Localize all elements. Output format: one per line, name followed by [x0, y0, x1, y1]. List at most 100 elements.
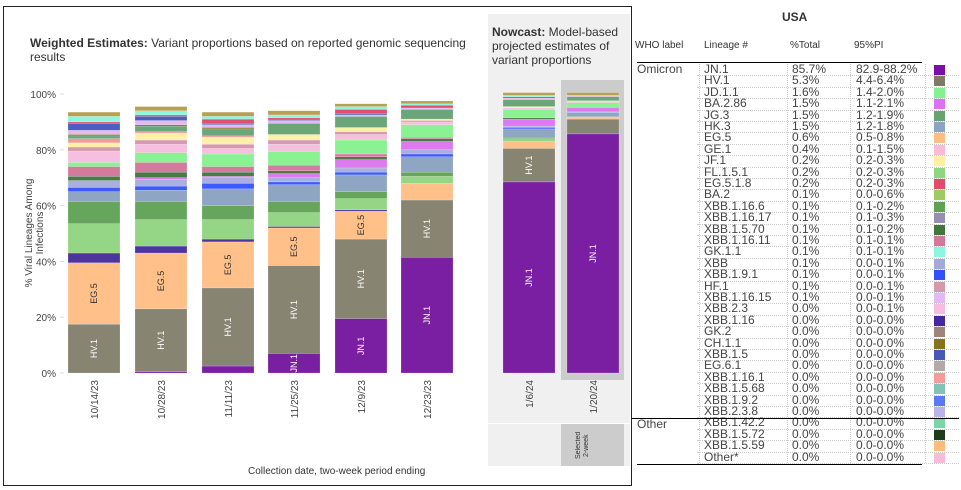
cell-lineage: XBB.2.3 — [704, 301, 749, 316]
bar-segment-xbb — [400, 149, 454, 155]
table-row[interactable]: XBB.1.5.72 0.0% 0.0-0.0% — [632, 426, 959, 441]
color-swatch — [934, 293, 945, 303]
cell-pi: 0.0-0.0% — [856, 381, 905, 396]
cell-lineage: EG.5 — [704, 130, 732, 145]
bar-segment-xbb-1-16-6 — [134, 201, 188, 220]
bar-segment-other — [201, 111, 255, 117]
table-row[interactable]: XBB.1.9.2 0.0% 0.0-0.0% — [632, 394, 959, 406]
table-row[interactable]: XBB.1.16.11 0.1% 0.1-0.1% — [632, 234, 959, 246]
bar-segment-xbb-1-5-70 — [134, 171, 188, 178]
table-row[interactable]: JD.1.1 1.6% 1.4-2.0% — [632, 84, 959, 99]
bar-segment-xbb-1-9-1 — [502, 127, 556, 130]
color-swatch — [934, 167, 945, 178]
table-row[interactable]: JN.1 85.7% 82.9-88.2% — [632, 62, 959, 76]
column-divider — [699, 64, 700, 463]
table-row[interactable]: XBB.2.3 0.0% 0.0-0.1% — [632, 301, 959, 316]
bar-segment-eg-5 — [502, 141, 556, 149]
table-row[interactable]: GK.2 0.0% 0.0-0.0% — [632, 324, 959, 339]
table-row[interactable]: BA.2.86 1.5% 1.1-2.1% — [632, 96, 959, 111]
table-row[interactable]: XBB.1.5 0.0% 0.0-0.0% — [632, 347, 959, 361]
table-row[interactable]: XBB 0.1% 0.0-0.1% — [632, 255, 959, 270]
color-swatch — [934, 304, 945, 315]
cell-total: 85.7% — [792, 62, 827, 76]
x-tick-label: 12/23/23 — [423, 380, 434, 419]
cell-lineage: BA.2.86 — [704, 96, 747, 111]
nowcast-selected-box[interactable] — [561, 424, 624, 466]
cell-pi: 0.1-0.2% — [856, 221, 905, 236]
bar-segment-fl-1-5-1 — [400, 176, 454, 184]
cell-total: 0.2% — [792, 153, 820, 168]
table-row[interactable]: BA.2 0.1% 0.0-0.6% — [632, 188, 959, 201]
table-row[interactable]: XBB.2.3.8 0.0% 0.0-0.0% — [632, 405, 959, 417]
table-row[interactable]: EG.6.1 0.0% 0.0-0.0% — [632, 359, 959, 372]
table-row[interactable]: XBB.1.16.17 0.1% 0.1-0.3% — [632, 211, 959, 224]
table-row[interactable]: XBB.1.42.2 0.0% 0.0-0.0% — [632, 415, 959, 430]
table-row[interactable]: XBB.1.9.1 0.1% 0.0-0.1% — [632, 267, 959, 282]
cell-lineage: XBB.1.5.72 — [704, 426, 765, 441]
cell-lineage: XBB.1.42.2 — [704, 415, 765, 430]
row-divider — [697, 428, 959, 430]
bar-data-label: HV.1 — [422, 219, 432, 238]
cell-pi: 0.2-0.3% — [856, 164, 905, 179]
cell-lineage: XBB.1.5 — [704, 347, 749, 361]
table-row[interactable]: XBB.1.5.70 0.1% 0.1-0.2% — [632, 221, 959, 236]
x-tick-label: 1/20/24 — [589, 380, 600, 414]
bar-segment-jd-1-1 — [566, 102, 620, 108]
table-row[interactable]: XBB.1.16.15 0.1% 0.0-0.1% — [632, 291, 959, 303]
x-tick-label: 12/9/23 — [357, 380, 368, 414]
row-divider — [697, 406, 959, 407]
bar-segment-gk-1-1 — [201, 116, 255, 120]
color-swatch — [934, 87, 945, 98]
bar-segment-eg-5-1-8 — [400, 104, 454, 109]
bar-segment-xbb-1-16-15 — [134, 120, 188, 125]
table-row[interactable]: XBB.1.16.6 0.1% 0.1-0.2% — [632, 200, 959, 212]
cell-lineage: JG.3 — [704, 107, 730, 122]
color-swatch — [934, 270, 945, 281]
table-row[interactable]: JF.1 0.2% 0.2-0.3% — [632, 153, 959, 168]
bar-data-label: EG.5 — [223, 255, 233, 276]
cell-pi: 0.0-0.1% — [856, 255, 905, 270]
cell-lineage: GK.2 — [704, 324, 732, 339]
nowcast-title: Nowcast: Model-based projected estimates… — [492, 25, 627, 67]
bar-segment-xbb — [134, 178, 188, 187]
color-swatch — [934, 224, 945, 235]
table-row[interactable]: FL.1.5.1 0.2% 0.2-0.3% — [632, 164, 959, 179]
cell-total: 0.6% — [792, 130, 820, 145]
bar-segment-fl-1-5-1 — [334, 198, 388, 211]
cell-pi: 0.0-0.1% — [856, 267, 905, 282]
table-row[interactable]: XBB.1.16 0.0% 0.0-0.0% — [632, 314, 959, 326]
table-row[interactable]: CH.1.1 0.0% 0.0-0.0% — [632, 337, 959, 349]
table-row[interactable]: HK.3 1.5% 1.2-1.8% — [632, 120, 959, 132]
color-swatch — [934, 315, 945, 326]
row-divider — [697, 189, 959, 191]
table-row[interactable]: GK.1.1 0.1% 0.1-0.1% — [632, 245, 959, 258]
table-row[interactable]: EG.5 0.6% 0.5-0.8% — [632, 130, 959, 145]
cell-pi: 0.1-1.5% — [856, 141, 905, 156]
bar-segment-xbb-1-9-1 — [201, 183, 255, 190]
cell-total: 0.2% — [792, 176, 820, 190]
bar-segment-xbb — [334, 167, 388, 173]
bar-segment-other — [267, 110, 321, 116]
cell-total: 1.6% — [792, 84, 820, 99]
table-row[interactable]: XBB.1.5.68 0.0% 0.0-0.0% — [632, 381, 959, 396]
row-divider — [697, 349, 959, 350]
table-row[interactable]: HV.1 5.3% 4.4-6.4% — [632, 74, 959, 87]
table-row[interactable]: XBB.1.16.1 0.0% 0.0-0.0% — [632, 371, 959, 383]
x-tick-label: 10/14/23 — [90, 380, 101, 419]
bar-segment-hv-1 — [502, 148, 556, 183]
row-divider — [697, 360, 959, 362]
row-divider — [697, 394, 959, 396]
bar-segment-jn-1 — [134, 371, 188, 374]
region-title: USA — [782, 10, 808, 24]
table-row[interactable]: Other* 0.0% 0.0-0.0% — [632, 451, 959, 463]
cell-lineage: JN.1 — [704, 62, 729, 76]
table-row[interactable]: XBB.1.5.59 0.0% 0.0-0.0% — [632, 439, 959, 452]
table-row[interactable]: HF.1 0.1% 0.0-0.1% — [632, 280, 959, 292]
cell-total: 0.0% — [792, 381, 820, 396]
bar-segment-xbb-1-5-70 — [334, 156, 388, 160]
table-row[interactable]: JG.3 1.5% 1.2-1.9% — [632, 107, 959, 122]
cell-lineage: JF.1 — [704, 153, 727, 168]
table-row[interactable]: EG.5.1.8 0.2% 0.2-0.3% — [632, 176, 959, 190]
table-row[interactable]: GE.1 0.4% 0.1-1.5% — [632, 141, 959, 156]
bar-segment-xbb-1-16-15 — [201, 124, 255, 128]
